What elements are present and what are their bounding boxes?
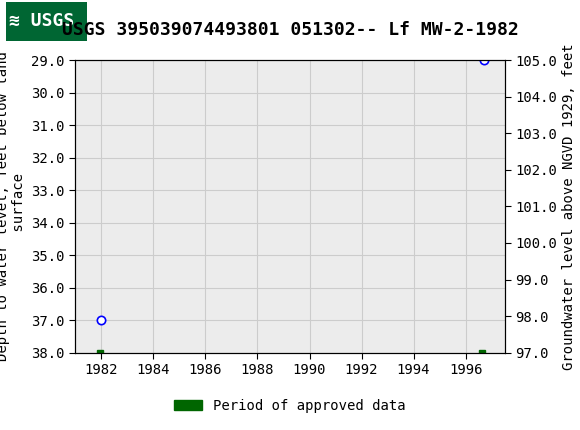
Text: ≋ USGS: ≋ USGS bbox=[9, 12, 74, 31]
Y-axis label: Groundwater level above NGVD 1929, feet: Groundwater level above NGVD 1929, feet bbox=[563, 43, 577, 370]
Text: USGS 395039074493801 051302-- Lf MW-2-1982: USGS 395039074493801 051302-- Lf MW-2-19… bbox=[61, 21, 519, 39]
Bar bbox=[6, 2, 87, 41]
Y-axis label: Depth to water level, feet below land
 surface: Depth to water level, feet below land su… bbox=[0, 52, 26, 361]
Legend: Period of approved data: Period of approved data bbox=[169, 393, 411, 419]
